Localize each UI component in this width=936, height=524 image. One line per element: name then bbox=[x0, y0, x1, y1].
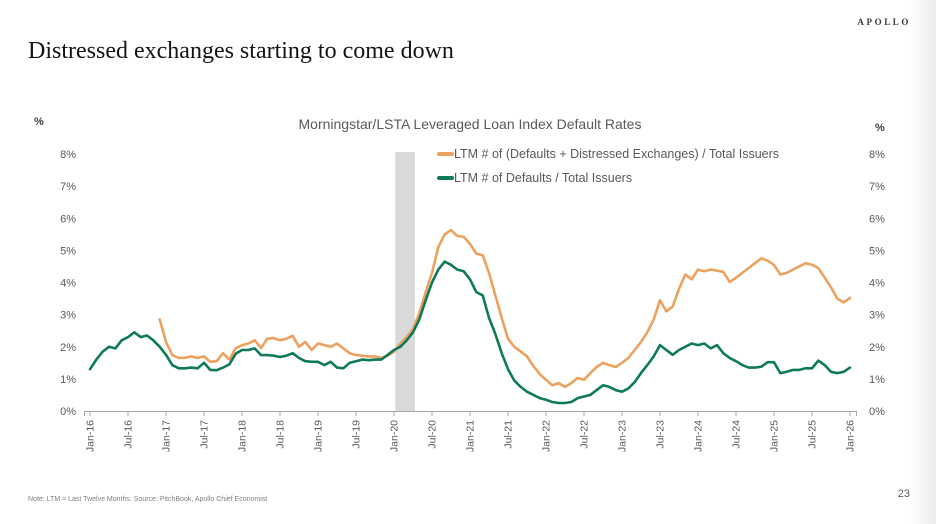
recession-band bbox=[395, 152, 415, 411]
y-axis-label-right: 8% bbox=[869, 149, 885, 161]
y-axis-unit-label-right: % bbox=[875, 122, 885, 134]
x-axis-label: Jul-24 bbox=[731, 420, 743, 449]
y-axis-label-left: 8% bbox=[60, 149, 76, 161]
x-axis-label: Jan-24 bbox=[693, 420, 705, 452]
y-axis-label-right: 4% bbox=[869, 278, 885, 290]
legend-label: LTM # of (Defaults + Distressed Exchange… bbox=[454, 147, 780, 161]
source-footnote: Note: LTM = Last Twelve Months. Source: … bbox=[28, 496, 268, 503]
legend-item-defaults-plus-distressed: LTM # of (Defaults + Distressed Exchange… bbox=[437, 147, 779, 161]
x-axis-label: Jan-22 bbox=[541, 420, 553, 452]
y-axis-label-right: 5% bbox=[869, 245, 885, 257]
x-axis-label: Jul-16 bbox=[123, 420, 135, 449]
x-axis-label: Jan-19 bbox=[313, 420, 325, 452]
series-line-defaults-plus-distressed bbox=[158, 228, 852, 389]
x-axis-label: Jul-20 bbox=[427, 420, 439, 449]
legend-item-defaults-only: LTM # of Defaults / Total Issuers bbox=[437, 171, 632, 185]
legend-swatch-orange bbox=[437, 152, 454, 156]
x-axis-label: Jul-23 bbox=[655, 420, 667, 449]
y-axis-label-right: 1% bbox=[869, 374, 885, 386]
y-axis-label-right: 7% bbox=[869, 181, 885, 193]
x-axis-label: Jul-18 bbox=[275, 420, 287, 449]
y-axis-label-right: 0% bbox=[869, 406, 885, 418]
y-axis-label-left: 5% bbox=[60, 245, 76, 257]
y-axis-label-left: 1% bbox=[60, 374, 76, 386]
y-axis-label-left: 6% bbox=[60, 213, 76, 225]
y-axis-label-left: 3% bbox=[60, 310, 76, 322]
series-line-defaults-only bbox=[88, 260, 852, 405]
x-axis-label: Jul-21 bbox=[503, 420, 515, 449]
y-axis-label-right: 3% bbox=[869, 310, 885, 322]
legend-label: LTM # of Defaults / Total Issuers bbox=[454, 171, 633, 185]
y-axis-unit-label-left: % bbox=[34, 116, 44, 128]
x-axis-label: Jan-21 bbox=[465, 420, 477, 452]
y-axis-label-left: 4% bbox=[60, 278, 76, 290]
apollo-logo: APOLLO bbox=[857, 17, 911, 27]
x-axis-label: Jul-25 bbox=[807, 420, 819, 449]
y-axis-label-left: 2% bbox=[60, 342, 76, 354]
y-axis-label-left: 0% bbox=[60, 406, 76, 418]
x-axis-label: Jan-26 bbox=[845, 420, 857, 452]
x-axis-label: Jul-17 bbox=[199, 420, 211, 449]
x-axis-label: Jan-20 bbox=[389, 420, 401, 452]
y-axis-label-right: 2% bbox=[869, 342, 885, 354]
page-number: 23 bbox=[897, 488, 910, 500]
chart-title: Morningstar/LSTA Leveraged Loan Index De… bbox=[298, 116, 642, 132]
x-axis-label: Jan-17 bbox=[161, 420, 173, 452]
x-axis-label: Jul-19 bbox=[351, 420, 363, 449]
x-axis-label: Jan-18 bbox=[237, 420, 249, 452]
slide-title: Distressed exchanges starting to come do… bbox=[28, 38, 454, 64]
legend-swatch-green bbox=[437, 176, 454, 180]
x-axis-label: Jan-25 bbox=[769, 420, 781, 452]
y-axis-label-right: 6% bbox=[869, 213, 885, 225]
x-axis-label: Jan-23 bbox=[617, 420, 629, 452]
x-axis-label: Jul-22 bbox=[579, 420, 591, 449]
x-axis-label: Jan-16 bbox=[85, 420, 97, 452]
y-axis-label-left: 7% bbox=[60, 181, 76, 193]
